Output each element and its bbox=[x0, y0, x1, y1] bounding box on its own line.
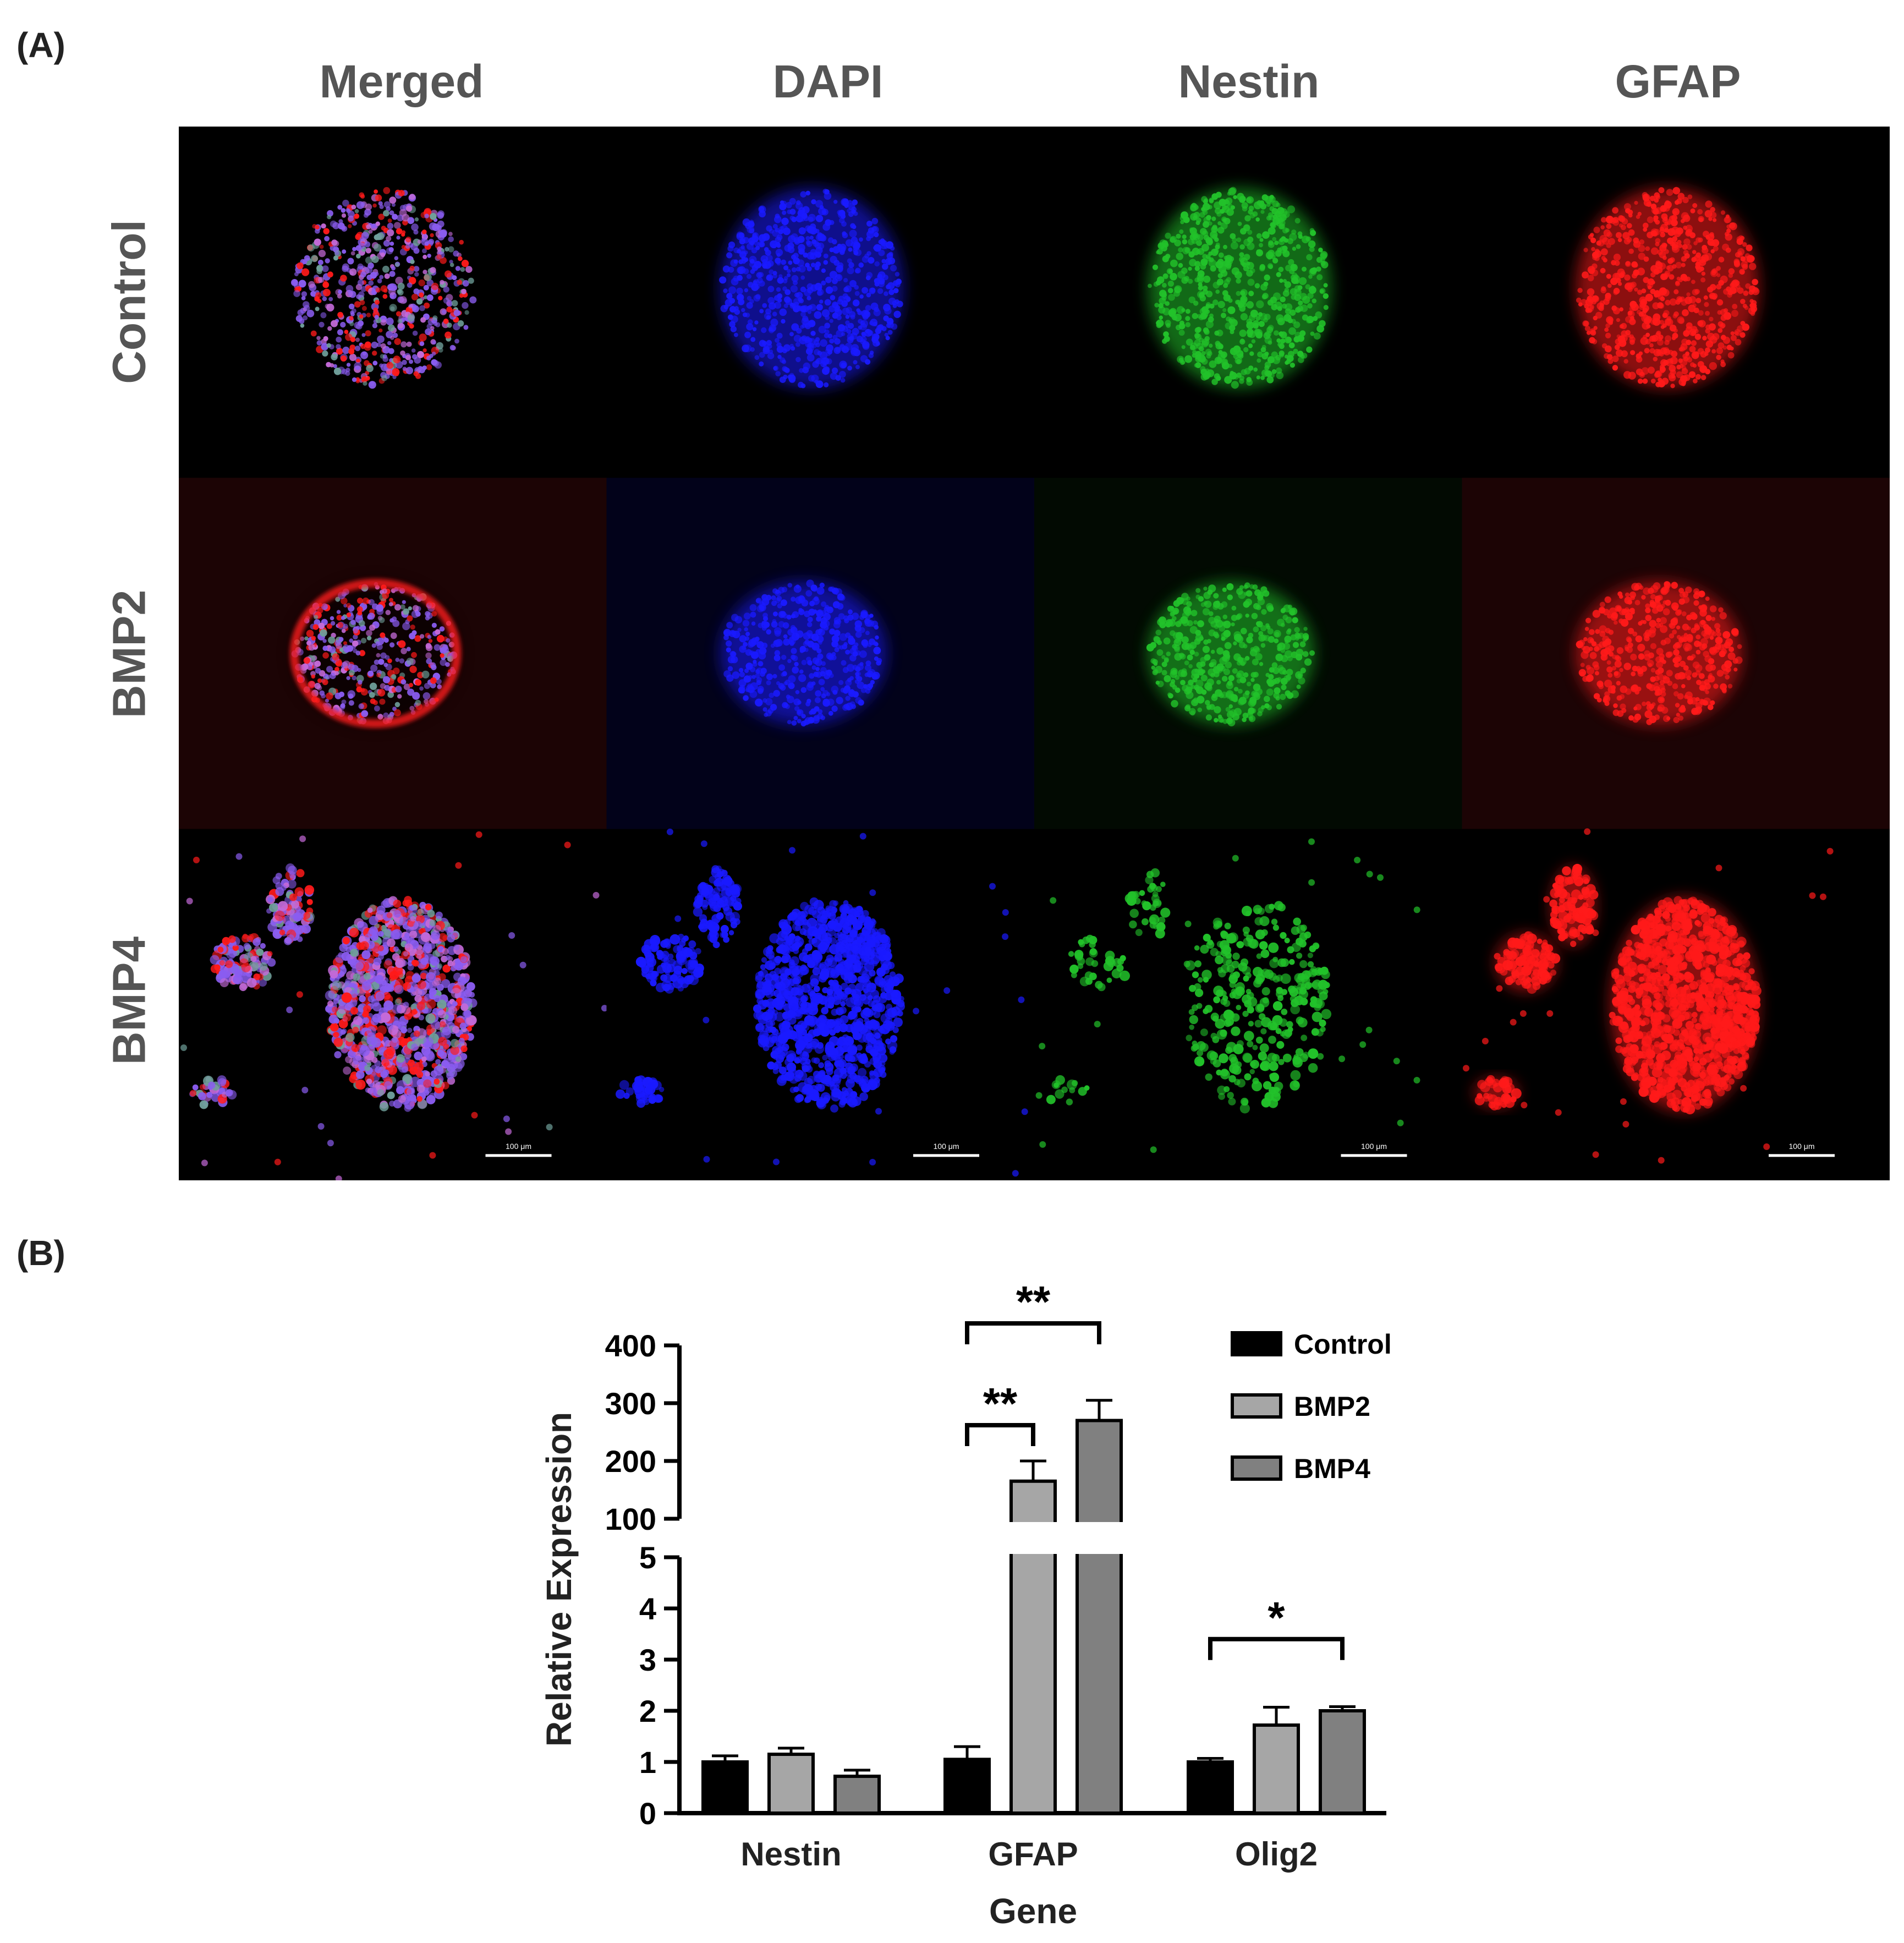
legend-swatch-bmp4 bbox=[1231, 1455, 1282, 1481]
micrograph-control-dapi bbox=[606, 127, 1034, 478]
y-tick-label-400: 400 bbox=[605, 1328, 656, 1363]
legend-swatch-control bbox=[1231, 1331, 1282, 1356]
significance-bracket bbox=[1208, 1637, 1345, 1660]
row-header-bmp2: BMP2 bbox=[103, 589, 155, 719]
micrograph-bmp2-nestin bbox=[1034, 478, 1462, 829]
column-header-gfap: GFAP bbox=[1615, 56, 1741, 107]
scale-bar-label: 100 μm bbox=[1361, 1142, 1387, 1151]
bar-nestin-bmp2 bbox=[767, 1753, 815, 1815]
column-header-nestin: Nestin bbox=[1178, 56, 1320, 107]
y-tick-label-0: 0 bbox=[639, 1796, 656, 1831]
bar-nestin-bmp4 bbox=[833, 1775, 881, 1815]
row-header-control: Control bbox=[103, 220, 155, 384]
panel-b-label: (B) bbox=[17, 1233, 65, 1273]
y-tick-label-3: 3 bbox=[639, 1643, 656, 1677]
bar-chart: 0 1 2 3 4 5 100 200 300 400 Relative Expression Nes… bbox=[539, 1277, 1392, 1931]
column-header-dapi: DAPI bbox=[772, 56, 884, 107]
x-tick-label-olig2: Olig2 bbox=[1235, 1836, 1318, 1873]
x-axis-label: Gene bbox=[989, 1891, 1077, 1931]
y-tick-label-1: 1 bbox=[639, 1745, 656, 1780]
micrograph-control-nestin bbox=[1034, 127, 1462, 478]
bar-olig2-bmp4 bbox=[1319, 1709, 1366, 1815]
y-tick-label-200: 200 bbox=[605, 1444, 656, 1479]
y-tick-label-5: 5 bbox=[639, 1540, 656, 1575]
x-tick-label-nestin: Nestin bbox=[740, 1836, 841, 1873]
micrograph-bmp4-merged: 100 μm bbox=[179, 829, 608, 1180]
significance-label: * bbox=[1267, 1593, 1285, 1642]
micrograph-bmp2-gfap bbox=[1462, 478, 1890, 829]
micrograph-bmp4-gfap: 100 μm bbox=[1462, 828, 1890, 1180]
axis-break bbox=[657, 1522, 1373, 1554]
micrograph-bmp2-dapi bbox=[606, 478, 1034, 829]
bar-olig2-bmp2 bbox=[1253, 1723, 1300, 1815]
y-axis-label: Relative Expression bbox=[539, 1412, 579, 1747]
x-tick-label-gfap: GFAP bbox=[988, 1836, 1078, 1873]
row-header-bmp4: BMP4 bbox=[103, 936, 155, 1065]
significance-bracket bbox=[965, 1321, 1101, 1344]
y-tick-label-100: 100 bbox=[605, 1502, 656, 1536]
micrograph-bmp2-merged bbox=[179, 478, 607, 829]
significance-bracket bbox=[965, 1423, 1035, 1446]
scale-bar-label: 100 μm bbox=[1789, 1142, 1815, 1151]
bar-gfap-control bbox=[943, 1758, 991, 1815]
bar-nestin-control bbox=[701, 1760, 749, 1815]
legend-label-bmp4: BMP4 bbox=[1294, 1453, 1370, 1484]
micrograph-bmp4-nestin: 100 μm bbox=[1034, 829, 1462, 1180]
legend-swatch-bmp2 bbox=[1231, 1393, 1282, 1419]
legend-label-bmp2: BMP2 bbox=[1294, 1391, 1370, 1422]
column-header-merged: Merged bbox=[319, 56, 484, 107]
significance-label: ** bbox=[1016, 1277, 1051, 1326]
micrograph-control-gfap bbox=[1462, 127, 1890, 478]
bar-gfap-bmp4 bbox=[1076, 1419, 1123, 1815]
significance-label: ** bbox=[983, 1379, 1018, 1428]
bar-olig2-control bbox=[1187, 1760, 1234, 1815]
scale-bar-label: 100 μm bbox=[934, 1142, 959, 1151]
micrograph-bmp4-dapi: 100 μm bbox=[606, 828, 1034, 1180]
panel-a-label: (A) bbox=[17, 25, 65, 65]
legend-label-control: Control bbox=[1294, 1329, 1392, 1360]
y-tick-label-300: 300 bbox=[605, 1386, 656, 1421]
y-tick-label-4: 4 bbox=[639, 1591, 656, 1626]
scale-bar-label: 100 μm bbox=[506, 1142, 531, 1151]
micrograph-grid: 100 μm 100 μm 100 μm 100 μm bbox=[179, 127, 1890, 1180]
y-tick-label-2: 2 bbox=[639, 1694, 656, 1728]
micrograph-control-merged bbox=[179, 127, 607, 478]
